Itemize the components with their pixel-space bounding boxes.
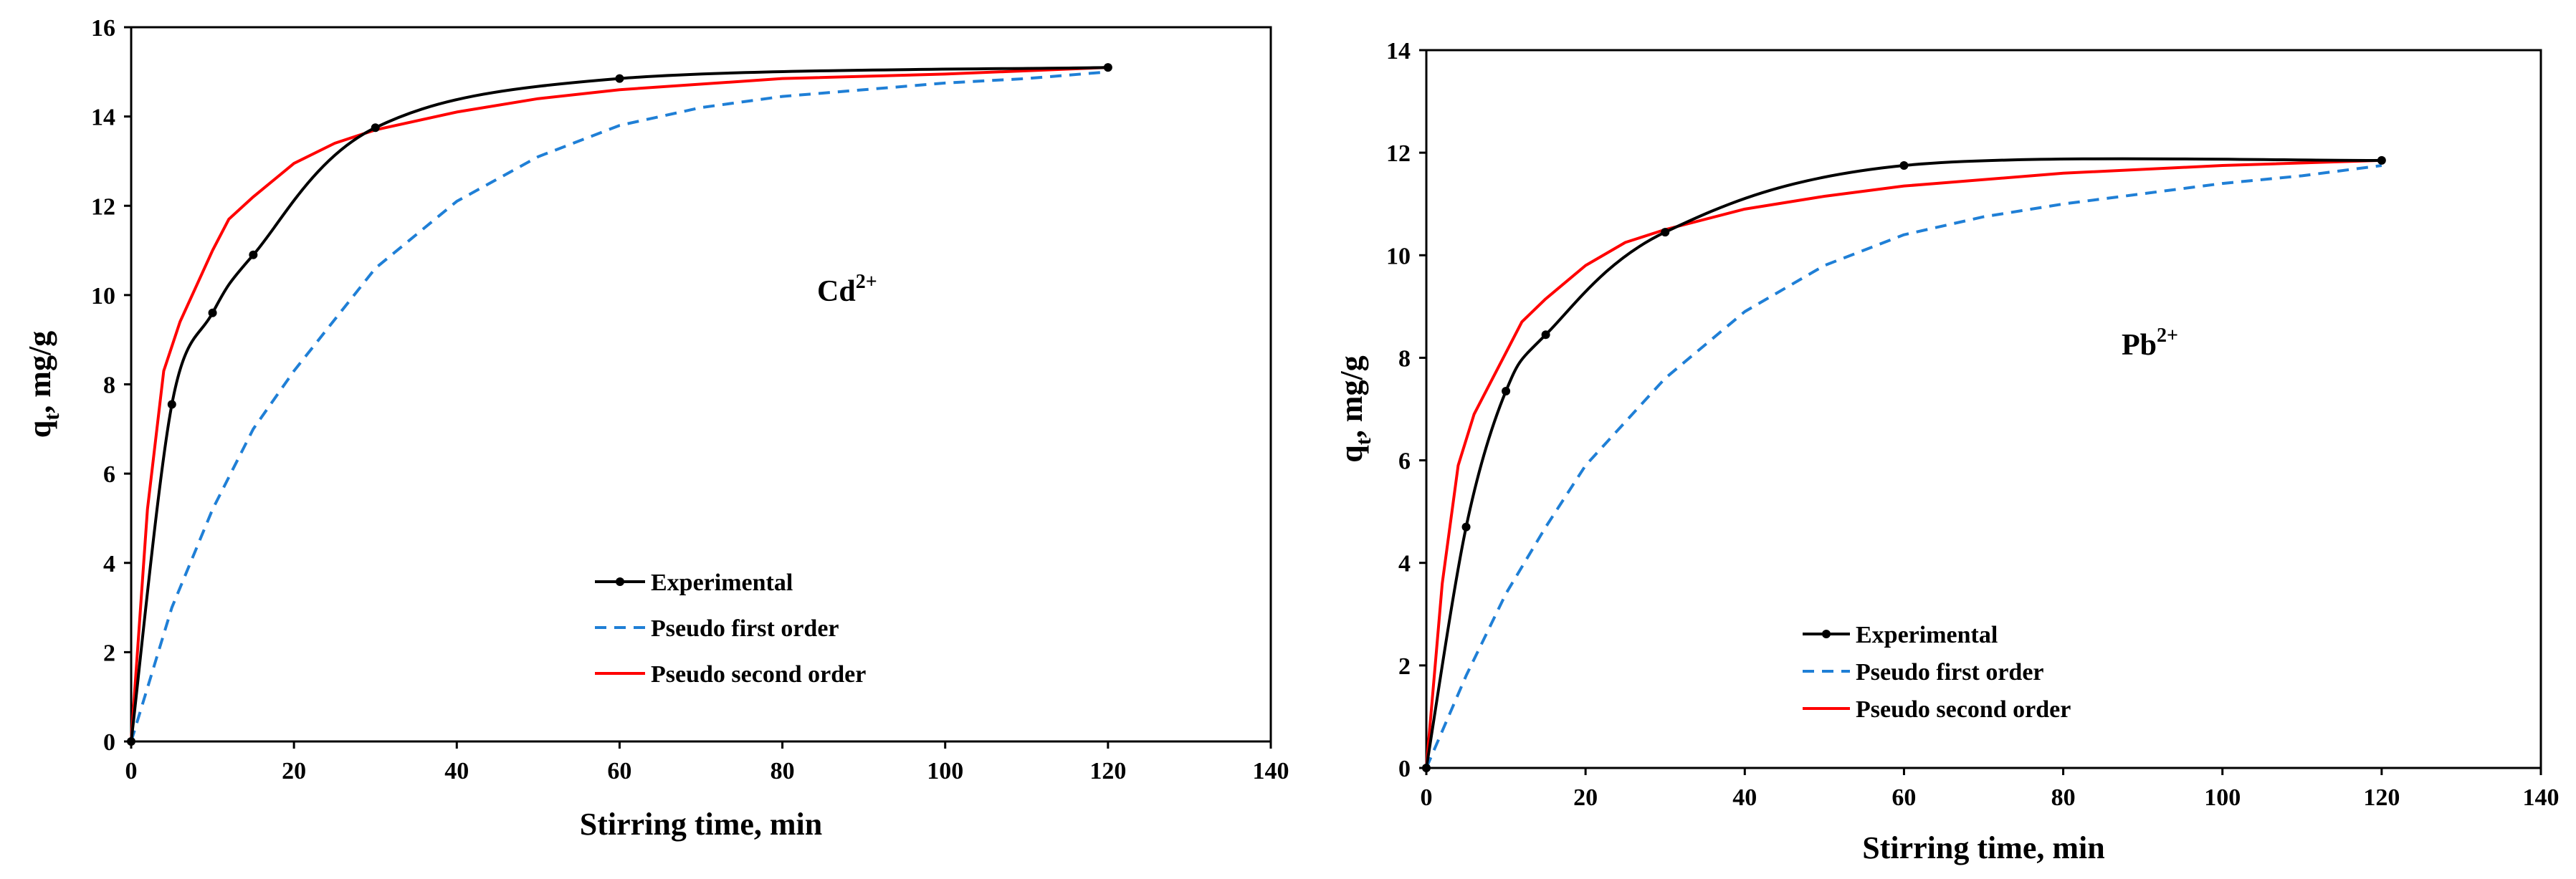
data-point xyxy=(167,400,176,409)
y-tick-label: 4 xyxy=(103,551,115,577)
data-point xyxy=(1899,161,1909,170)
data-point xyxy=(1661,228,1670,237)
y-tick-label: 0 xyxy=(103,729,115,756)
y-axis-title-rest: , mg/g xyxy=(1334,355,1369,438)
series-line-pseudo-second-order xyxy=(130,66,1108,742)
y-axis-title-base: q xyxy=(22,420,57,438)
y-tick-label: 10 xyxy=(91,283,115,309)
data-point xyxy=(249,250,258,259)
y-tick-label: 16 xyxy=(91,15,115,42)
data-point xyxy=(2377,155,2386,165)
y-axis-title-sub: t xyxy=(40,413,64,421)
legend-label: Experimental xyxy=(651,570,793,596)
series-line-pseudo-second-order xyxy=(1425,158,2382,769)
x-tick-label: 100 xyxy=(2204,784,2241,811)
data-point xyxy=(371,123,380,133)
data-point xyxy=(208,308,217,317)
x-tick-label: 40 xyxy=(444,758,469,784)
legend-marker xyxy=(1822,630,1831,638)
y-tick-label: 14 xyxy=(91,105,115,131)
plot-area xyxy=(130,26,1272,743)
data-point xyxy=(1103,63,1112,72)
ion-annotation-sup: 2+ xyxy=(2157,325,2178,347)
x-tick-label: 120 xyxy=(1089,758,1126,784)
y-axis-title: qt, mg/g xyxy=(22,331,64,438)
ion-annotation-base: Cd xyxy=(817,275,856,308)
x-tick-label: 60 xyxy=(1892,784,1916,811)
x-tick-label: 80 xyxy=(771,758,795,784)
legend-label: Pseudo second order xyxy=(1856,696,2071,723)
y-tick-label: 4 xyxy=(1398,551,1411,577)
x-tick-label: 140 xyxy=(2523,784,2560,811)
x-tick-label: 40 xyxy=(1732,784,1757,811)
y-tick-label: 0 xyxy=(1398,756,1411,782)
y-tick-label: 14 xyxy=(1386,38,1411,64)
ion-annotation-base: Pb xyxy=(2122,329,2157,362)
y-axis-title-base: q xyxy=(1334,445,1369,463)
pb-kinetics-chart: 0 20 40 60 80 100 120 140 0 2 4 6 8 10 12 14 Stirring ti… xyxy=(1334,38,2560,865)
y-axis-title-sub: t xyxy=(1352,438,1375,445)
y-tick-label: 6 xyxy=(1398,448,1411,475)
x-tick-label: 100 xyxy=(927,758,963,784)
legend-label: Pseudo second order xyxy=(651,661,866,688)
legend-label: Pseudo first order xyxy=(651,615,839,642)
series-line-pseudo-first-order xyxy=(1425,164,2382,769)
x-tick-label: 140 xyxy=(1253,758,1289,784)
legend-label: Pseudo first order xyxy=(1856,659,2044,686)
x-tick-label: 80 xyxy=(2051,784,2076,811)
y-tick-label: 2 xyxy=(103,640,115,666)
ion-annotation: Cd2+ xyxy=(817,271,877,308)
y-tick-label: 2 xyxy=(1398,653,1411,680)
legend-label: Experimental xyxy=(1856,622,1998,648)
y-axis-title: qt, mg/g xyxy=(1334,355,1375,462)
cd-kinetics-chart: 0 20 40 60 80 100 120 140 0 2 4 6 8 10 12 14 16 Stirring … xyxy=(22,15,1289,842)
series-line-pseudo-first-order xyxy=(130,70,1109,742)
ion-annotation: Pb2+ xyxy=(2122,325,2178,362)
x-axis-title: Stirring time, min xyxy=(580,807,823,842)
data-point xyxy=(1461,522,1471,532)
data-point xyxy=(1422,764,1431,772)
data-point xyxy=(127,737,135,746)
series-line-experimental xyxy=(130,66,1108,742)
x-tick-label: 0 xyxy=(1421,784,1433,811)
legend-marker xyxy=(616,577,624,586)
ion-annotation-sup: 2+ xyxy=(856,271,877,293)
y-tick-label: 10 xyxy=(1386,243,1411,269)
y-tick-label: 12 xyxy=(91,193,115,220)
y-tick-label: 6 xyxy=(103,461,115,488)
x-axis-title: Stirring time, min xyxy=(1862,830,2105,865)
x-tick-label: 20 xyxy=(282,758,306,784)
x-tick-label: 0 xyxy=(125,758,138,784)
y-tick-label: 12 xyxy=(1386,140,1411,167)
y-tick-label: 8 xyxy=(103,373,115,399)
plot-area xyxy=(1425,49,2542,769)
data-point xyxy=(1502,386,1511,395)
data-point xyxy=(1541,330,1550,340)
x-tick-label: 60 xyxy=(607,758,631,784)
x-tick-label: 120 xyxy=(2363,784,2400,811)
y-tick-label: 8 xyxy=(1398,345,1411,372)
x-tick-label: 20 xyxy=(1573,784,1598,811)
data-point xyxy=(615,74,624,83)
y-axis-title-rest: , mg/g xyxy=(22,331,57,413)
